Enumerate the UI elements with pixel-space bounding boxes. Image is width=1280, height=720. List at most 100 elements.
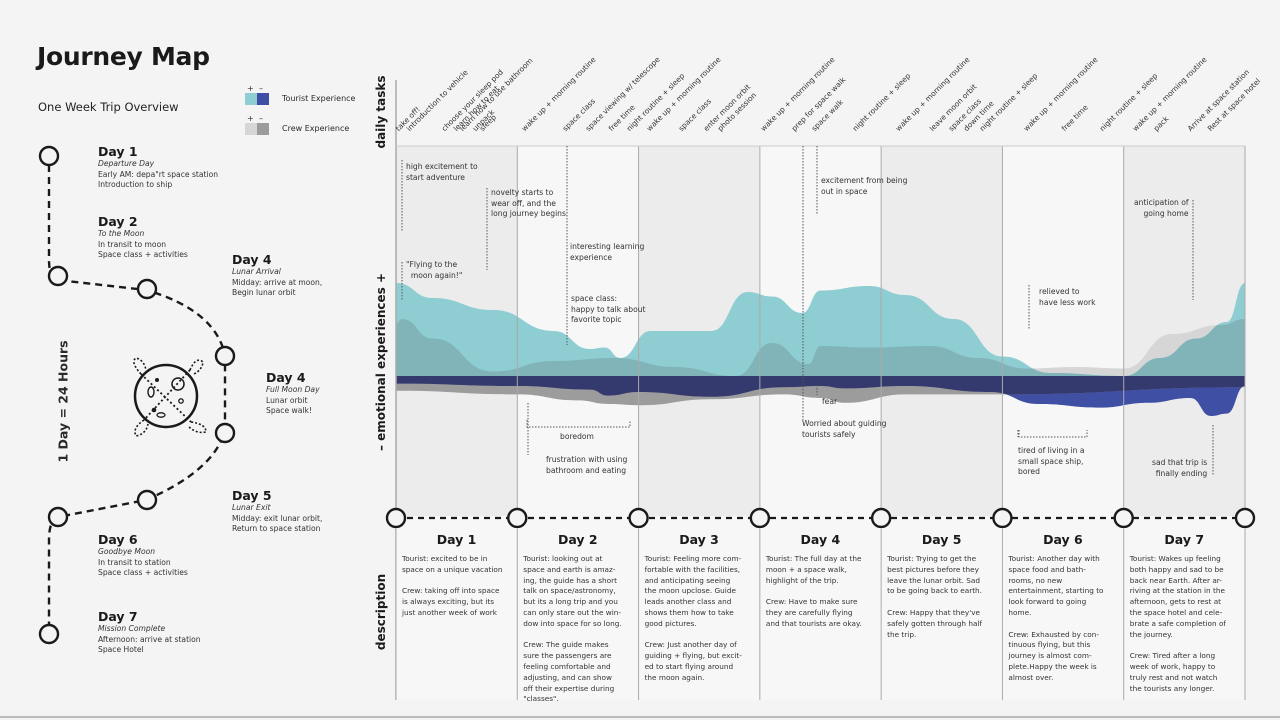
tourist-negative-swatch	[257, 93, 269, 105]
stop-line: Space Hotel	[98, 645, 144, 654]
legend-plus: +	[247, 84, 254, 93]
stop-subtitle: Departure Day	[98, 159, 155, 168]
day-heading: Day 7	[1164, 532, 1205, 547]
day-description: Tourist: Wakes up feeling both happy and…	[1129, 554, 1226, 693]
stop-line: Space walk!	[266, 406, 312, 415]
stop-subtitle: Mission Complete	[98, 624, 166, 633]
day-description: Tourist: Another day with space food and…	[1008, 554, 1104, 682]
stop-marker	[214, 345, 236, 367]
legend-label: Tourist Experience	[282, 94, 356, 103]
annotation-positive: excitement from being out in space	[821, 176, 908, 196]
legend-minus: –	[259, 114, 263, 123]
stop-marker	[38, 623, 60, 645]
day-description: Tourist: Trying to get the best pictures…	[887, 554, 983, 639]
stop-line: Midday: exit lunar orbit,	[232, 513, 323, 523]
timeline-node	[870, 507, 892, 529]
stop-line: Midday: arrive at moon,	[232, 277, 323, 287]
legend-minus: –	[259, 84, 263, 93]
stop-marker	[47, 506, 69, 528]
annotation-positive: "Flying to the moon again!"	[406, 260, 463, 280]
stop-line: Return to space station	[232, 524, 321, 533]
stop-line: Afternoon: arrive at station	[98, 634, 201, 644]
day-heading: Day 2	[557, 532, 598, 547]
day-heading: Day 3	[679, 532, 719, 547]
day-heading: Day 4	[800, 532, 841, 547]
annotation-negative: fear	[822, 397, 838, 406]
day-heading: Day 1	[436, 532, 477, 547]
stop-line: Early AM: depa"rt space station	[98, 169, 219, 179]
stop-subtitle: Lunar Arrival	[232, 267, 281, 276]
stop-day: Day 6	[98, 532, 138, 547]
stop-line: In transit to station	[98, 557, 171, 567]
tourist-positive-area	[396, 283, 1245, 378]
annotation-positive: anticipation of going home	[1134, 198, 1189, 218]
itinerary-stop: Day 5 Lunar Exit Midday: exit lunar orbi…	[232, 488, 322, 535]
zero-line	[396, 376, 1245, 381]
annotation-negative: Worried about guiding tourists safely	[802, 419, 887, 439]
stop-marker	[47, 265, 69, 287]
timeline-node	[507, 507, 528, 529]
annotation-negative: boredom	[560, 432, 594, 441]
stop-subtitle: To the Moon	[98, 229, 145, 238]
timeline-node	[385, 507, 407, 529]
stop-marker	[136, 278, 158, 300]
legend-plus: +	[247, 114, 254, 123]
stop-line: Lunar orbit	[266, 395, 308, 405]
stop-line: Introduction to ship	[98, 180, 173, 189]
stop-line: Space class + activities	[98, 250, 188, 259]
boredom-bracket	[526, 420, 631, 428]
crew-negative-swatch	[257, 123, 269, 135]
annotation-negative: tired of living in a small space ship, b…	[1018, 446, 1085, 476]
itinerary-stop: Day 6 Goodbye Moon In transit to station…	[98, 532, 188, 579]
timeline-node	[749, 507, 771, 529]
page-subtitle: One Week Trip Overview	[38, 100, 179, 114]
day-description: Tourist: looking out at space and earth …	[523, 554, 622, 704]
bottom-divider	[0, 716, 1280, 718]
stop-day: Day 4	[266, 370, 306, 385]
day-description: Tourist: The full day at the moon + a sp…	[765, 554, 862, 628]
description-bg	[396, 528, 1245, 700]
stop-day: Day 1	[98, 144, 138, 159]
itinerary-stop: Day 7 Mission Complete Afternoon: arrive…	[98, 609, 201, 656]
stop-day: Day 4	[232, 252, 272, 267]
annotation-positive: relieved to have less work	[1039, 287, 1096, 307]
stop-marker	[214, 422, 236, 444]
stop-subtitle: Full Moon Day	[266, 385, 320, 394]
timeline-node	[1113, 507, 1134, 529]
annotation-positive: interesting learning experience	[570, 242, 645, 262]
legend-label: Crew Experience	[282, 124, 350, 133]
day-heading: Day 5	[921, 532, 962, 547]
annotation-negative: frustration with using bathroom and eati…	[546, 455, 628, 475]
itinerary-path	[38, 145, 236, 645]
overlap-positive-area	[396, 319, 1245, 378]
annotation-positive: space class: happy to talk about favorit…	[571, 294, 646, 324]
timeline-node	[628, 507, 649, 529]
stop-day: Day 5	[232, 488, 272, 503]
annotation-positive: novelty starts to wear off, and the long…	[491, 188, 566, 218]
stop-subtitle: Goodbye Moon	[98, 547, 156, 556]
timeline-node	[1234, 507, 1256, 529]
day-heading: Day 6	[1043, 532, 1083, 547]
annotation-positive: high excitement to start adventure	[406, 162, 478, 182]
stop-line: Space class + activities	[98, 568, 188, 577]
annotation-negative: sad that trip is finally ending	[1152, 458, 1208, 478]
page-title: Journey Map	[37, 42, 210, 71]
stop-line: In transit to moon	[98, 239, 167, 249]
itinerary-stop: Day 2 To the Moon In transit to moon Spa…	[98, 214, 188, 261]
itinerary-stop: Day 1 Departure Day Early AM: depa"rt sp…	[98, 144, 218, 191]
stop-day: Day 2	[98, 214, 138, 229]
stop-marker	[136, 489, 158, 511]
stop-line: Begin lunar orbit	[232, 288, 296, 297]
moon-orbit-icon	[133, 357, 207, 437]
tourist-positive-swatch	[245, 93, 257, 105]
day-description: Tourist: Feeling more com- fortable with…	[644, 554, 742, 682]
timeline-node	[992, 507, 1013, 529]
crew-positive-swatch	[245, 123, 257, 135]
stop-marker	[38, 145, 60, 167]
itinerary-stop: Day 4 Lunar Arrival Midday: arrive at mo…	[232, 252, 322, 299]
day-description: Tourist: excited to be in space on a uni…	[402, 554, 503, 617]
tired-bracket	[1018, 430, 1088, 438]
itinerary-stop: Day 4 Full Moon Day Lunar orbit Space wa…	[266, 370, 320, 417]
stop-subtitle: Lunar Exit	[232, 503, 271, 512]
stop-day: Day 7	[98, 609, 138, 624]
